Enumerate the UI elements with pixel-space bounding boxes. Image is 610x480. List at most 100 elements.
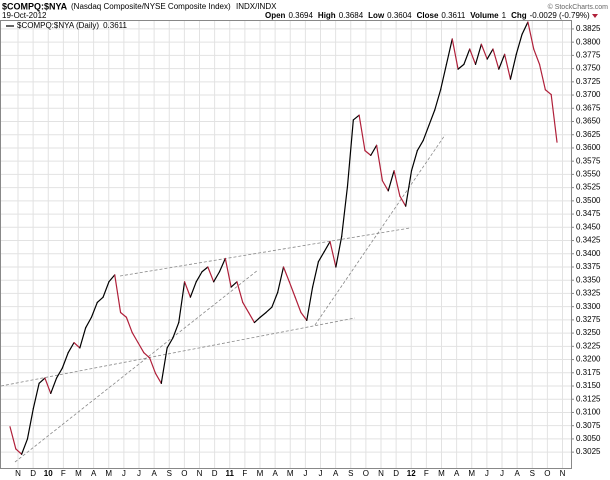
x-tick-label: A bbox=[151, 469, 157, 478]
price-segment bbox=[416, 139, 424, 152]
quote-value: 1 bbox=[502, 11, 507, 20]
quote-value: 0.3611 bbox=[441, 11, 465, 20]
price-segment bbox=[317, 251, 325, 263]
x-tick-label: D bbox=[212, 469, 218, 478]
price-segment bbox=[21, 438, 29, 455]
price-segment bbox=[119, 311, 127, 318]
x-tick-label: N bbox=[378, 469, 384, 478]
price-segment bbox=[50, 377, 58, 395]
trendline bbox=[119, 227, 411, 277]
price-segment bbox=[271, 291, 279, 308]
price-segment bbox=[32, 382, 40, 410]
price-segment bbox=[480, 43, 488, 60]
price-segment bbox=[154, 372, 162, 384]
x-tick-label: A bbox=[454, 469, 460, 478]
price-segment bbox=[504, 53, 512, 80]
price-segment bbox=[67, 342, 75, 354]
credit: © StockCharts.com bbox=[548, 3, 609, 11]
price-segment bbox=[189, 281, 197, 298]
x-tick-label: D bbox=[393, 469, 399, 478]
price-segment bbox=[376, 144, 384, 182]
y-tick-label: 0.3375 bbox=[576, 262, 601, 271]
y-tick-label: 0.3825 bbox=[576, 24, 601, 33]
y-tick-label: 0.3200 bbox=[576, 355, 601, 364]
price-segment bbox=[102, 281, 110, 298]
price-segment bbox=[44, 377, 52, 395]
x-tick-label: M bbox=[438, 469, 445, 478]
price-segment bbox=[265, 306, 273, 314]
price-segment bbox=[352, 114, 360, 121]
price-segment bbox=[335, 235, 343, 268]
y-tick-label: 0.3150 bbox=[576, 381, 601, 390]
x-tick-label: A bbox=[333, 469, 339, 478]
price-segment bbox=[492, 48, 500, 70]
price-segment bbox=[90, 301, 98, 318]
quote-value: 0.3684 bbox=[339, 11, 364, 20]
x-tick-label: J bbox=[122, 469, 126, 478]
quote-label: Chg bbox=[511, 11, 527, 20]
y-tick-label: 0.3050 bbox=[576, 434, 601, 443]
x-tick-label: J bbox=[319, 469, 323, 478]
quote-label: Open bbox=[265, 11, 286, 20]
price-segment bbox=[85, 316, 93, 329]
price-segment bbox=[183, 281, 191, 298]
price-segment bbox=[341, 185, 349, 237]
price-segment bbox=[178, 281, 186, 324]
price-segment bbox=[410, 150, 418, 172]
price-segment bbox=[294, 296, 302, 314]
x-tick-label: N bbox=[197, 469, 203, 478]
y-tick-label: 0.3275 bbox=[576, 315, 601, 324]
price-segment bbox=[422, 124, 430, 142]
price-segment bbox=[306, 286, 314, 322]
price-segment bbox=[288, 281, 296, 298]
price-segment bbox=[26, 408, 34, 440]
price-segment bbox=[149, 357, 157, 374]
x-tick-label: O bbox=[181, 469, 187, 478]
price-segment bbox=[131, 331, 139, 344]
legend-value: 0.3611 bbox=[103, 21, 127, 30]
price-segment bbox=[160, 347, 168, 384]
price-segment bbox=[277, 266, 285, 293]
quote-value: -0.0029 (-0.79%) bbox=[530, 11, 590, 20]
price-segment bbox=[428, 109, 436, 126]
price-segment bbox=[393, 170, 401, 197]
trendline bbox=[0, 317, 356, 387]
price-segment bbox=[242, 301, 250, 314]
price-segment bbox=[358, 114, 366, 152]
x-tick-label: J bbox=[500, 469, 504, 478]
price-segment bbox=[236, 281, 244, 304]
x-tick-label: J bbox=[303, 469, 307, 478]
y-tick-label: 0.3175 bbox=[576, 368, 601, 377]
quote-label: Close bbox=[417, 11, 439, 20]
down-arrow bbox=[592, 14, 598, 18]
price-segment bbox=[311, 261, 320, 288]
price-segment bbox=[469, 48, 477, 65]
price-segment bbox=[329, 240, 337, 268]
x-tick-label: M bbox=[75, 469, 82, 478]
price-segment bbox=[213, 271, 221, 283]
price-segment bbox=[38, 377, 46, 384]
y-tick-label: 0.3625 bbox=[576, 130, 601, 139]
y-tick-label: 0.3350 bbox=[576, 275, 601, 284]
y-tick-label: 0.3600 bbox=[576, 143, 601, 152]
price-segment bbox=[538, 63, 546, 91]
quote-label: High bbox=[318, 11, 336, 20]
price-segment bbox=[195, 271, 203, 283]
price-segment bbox=[346, 119, 354, 187]
x-tick-label: F bbox=[242, 469, 247, 478]
price-segment bbox=[457, 63, 465, 70]
quote-label: Low bbox=[368, 11, 385, 20]
price-segment bbox=[207, 266, 215, 283]
price-segment bbox=[282, 266, 290, 283]
price-segment bbox=[166, 337, 174, 349]
x-tick-label: S bbox=[167, 469, 172, 478]
chart-title: $COMPQ:$NYA bbox=[2, 1, 68, 11]
price-segment bbox=[201, 266, 209, 273]
price-segment bbox=[474, 43, 482, 65]
x-tick-label: F bbox=[424, 469, 429, 478]
y-tick-label: 0.3575 bbox=[576, 156, 601, 165]
y-tick-label: 0.3025 bbox=[576, 447, 601, 456]
trendlines bbox=[0, 134, 446, 463]
price-segment bbox=[230, 281, 238, 288]
